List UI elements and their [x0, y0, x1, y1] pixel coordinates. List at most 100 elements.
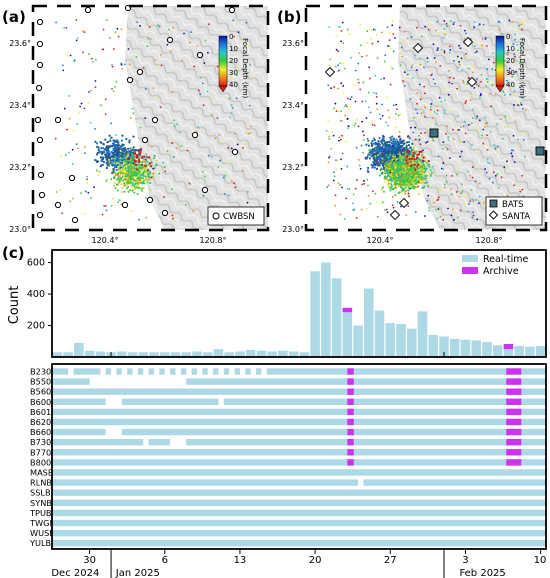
earthquake-point	[478, 24, 480, 27]
earthquake-point	[446, 25, 448, 28]
earthquake-point	[511, 21, 514, 23]
realtime-coverage-segment	[121, 428, 546, 436]
earthquake-point	[394, 194, 397, 197]
earthquake-point	[457, 196, 460, 199]
earthquake-point	[78, 111, 81, 114]
earthquake-point	[421, 181, 424, 184]
earthquake-point	[164, 170, 167, 173]
earthquake-point	[394, 174, 397, 177]
earthquake-point	[201, 82, 204, 85]
earthquake-point	[447, 136, 450, 139]
earthquake-point	[149, 171, 152, 174]
earthquake-point	[137, 162, 140, 165]
earthquake-point	[404, 192, 407, 195]
earthquake-point	[396, 108, 398, 111]
earthquake-point	[500, 118, 502, 120]
earthquake-point	[95, 169, 98, 172]
earthquake-point	[479, 96, 481, 99]
earthquake-point	[385, 148, 389, 151]
earthquake-point	[417, 179, 420, 182]
earthquake-point	[450, 188, 453, 191]
earthquake-point	[486, 134, 488, 137]
earthquake-point	[399, 160, 402, 163]
earthquake-point	[416, 26, 418, 29]
earthquake-point	[449, 48, 452, 51]
colorbar-a-title: Focal Depth (km)	[241, 38, 249, 99]
earthquake-point	[365, 54, 368, 57]
earthquake-point	[133, 184, 136, 187]
earthquake-point	[481, 134, 483, 137]
earthquake-point	[117, 181, 120, 184]
earthquake-point	[99, 140, 102, 144]
earthquake-point	[476, 50, 478, 53]
earthquake-point	[216, 117, 219, 119]
earthquake-point	[459, 47, 462, 50]
bar-realtime	[364, 288, 374, 357]
earthquake-point	[422, 179, 425, 182]
bar-realtime	[170, 352, 181, 357]
earthquake-point	[384, 169, 387, 172]
earthquake-point	[145, 171, 148, 174]
earthquake-point	[426, 164, 429, 167]
earthquake-point	[392, 140, 395, 143]
earthquake-point	[68, 95, 71, 97]
y-tick-label: 600	[27, 258, 45, 269]
earthquake-point	[342, 62, 345, 65]
earthquake-point	[125, 163, 128, 166]
earthquake-point	[431, 171, 434, 174]
earthquake-point	[101, 156, 104, 159]
earthquake-point	[202, 194, 205, 197]
cwbsn-station-marker	[84, 6, 92, 14]
earthquake-point	[415, 161, 418, 164]
earthquake-point	[135, 185, 138, 188]
earthquake-point	[133, 152, 137, 156]
earthquake-point	[367, 91, 370, 94]
earthquake-point	[395, 154, 398, 157]
earthquake-point	[137, 171, 140, 174]
earthquake-point	[128, 172, 131, 175]
earthquake-point	[382, 200, 385, 203]
earthquake-point	[429, 174, 432, 177]
earthquake-point	[397, 171, 400, 174]
earthquake-point	[401, 170, 404, 173]
earthquake-point	[364, 100, 367, 102]
earthquake-point	[153, 171, 156, 174]
earthquake-point	[423, 215, 426, 217]
earthquake-point	[132, 149, 135, 152]
earthquake-point	[465, 100, 468, 103]
earthquake-point	[374, 74, 376, 77]
earthquake-point	[459, 155, 461, 158]
earthquake-point	[364, 156, 367, 159]
earthquake-point	[403, 182, 406, 185]
earthquake-point	[377, 147, 380, 151]
station-label: SSLB	[30, 488, 51, 498]
earthquake-point	[408, 195, 411, 198]
realtime-coverage-segment	[52, 398, 106, 405]
earthquake-point	[365, 143, 368, 146]
earthquake-point	[325, 129, 328, 132]
earthquake-point	[506, 160, 508, 163]
earthquake-point	[381, 201, 384, 204]
earthquake-point	[134, 157, 137, 160]
earthquake-point	[413, 163, 416, 167]
earthquake-point	[120, 154, 124, 157]
earthquake-point	[420, 178, 423, 181]
earthquake-point	[402, 158, 405, 161]
earthquake-point	[482, 201, 485, 204]
earthquake-point	[156, 96, 159, 99]
earthquake-point	[346, 97, 349, 100]
earthquake-point	[361, 120, 364, 123]
earthquake-point	[509, 117, 512, 119]
earthquake-point	[237, 31, 240, 34]
earthquake-point	[522, 37, 524, 40]
earthquake-point	[190, 31, 193, 33]
earthquake-point	[392, 178, 395, 181]
earthquake-point	[378, 174, 381, 177]
earthquake-point	[491, 84, 494, 86]
earthquake-point	[156, 159, 159, 162]
earthquake-point	[216, 65, 219, 68]
earthquake-point	[437, 47, 439, 50]
earthquake-point	[386, 172, 389, 175]
earthquake-point	[335, 110, 338, 113]
